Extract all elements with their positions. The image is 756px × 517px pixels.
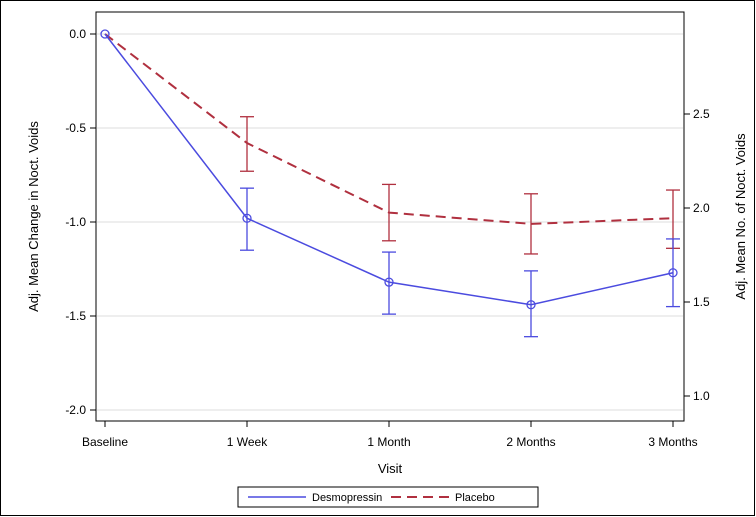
right-axis-tick-label: 1.0 bbox=[693, 389, 710, 403]
data-point bbox=[384, 277, 394, 287]
left-y-axis: 0.0 -0.5 -1.0 -1.5 -2.0 bbox=[65, 27, 96, 417]
right-axis-tick-label: 1.5 bbox=[693, 295, 710, 309]
left-axis-tick-label: -1.5 bbox=[65, 309, 86, 323]
series-desmopressin bbox=[100, 29, 680, 338]
left-axis-tick-label: -2.0 bbox=[65, 403, 86, 417]
legend-label: Desmopressin bbox=[312, 492, 382, 504]
left-axis-tick-label: 0.0 bbox=[69, 27, 86, 41]
x-axis-tick-label: Baseline bbox=[82, 435, 128, 449]
series-layer bbox=[100, 29, 680, 338]
x-axis-tick-label: 3 Months bbox=[648, 435, 697, 449]
series-line bbox=[104, 33, 674, 225]
data-point bbox=[100, 29, 110, 39]
data-point bbox=[526, 300, 536, 310]
x-axis-tick-label: 1 Week bbox=[227, 435, 268, 449]
gridlines bbox=[97, 33, 683, 411]
left-y-axis-title: Adj. Mean Change in Noct. Voids bbox=[26, 121, 41, 312]
x-axis-title: Visit bbox=[378, 461, 403, 476]
legend-label: Placebo bbox=[455, 492, 495, 504]
series-placebo bbox=[104, 33, 680, 255]
right-axis-tick-label: 2.0 bbox=[693, 201, 710, 215]
left-axis-tick-label: -0.5 bbox=[65, 121, 86, 135]
data-point bbox=[668, 268, 678, 278]
legend-box bbox=[237, 486, 539, 508]
right-axis-tick-label: 2.5 bbox=[693, 107, 710, 121]
right-y-axis: 2.5 2.0 1.5 1.0 bbox=[684, 107, 710, 403]
x-axis-tick-label: 2 Months bbox=[506, 435, 555, 449]
legend: Desmopressin Placebo bbox=[237, 486, 539, 508]
right-y-axis-title: Adj. Mean No. of Noct. Voids bbox=[733, 133, 748, 300]
x-axis: Baseline 1 Week 1 Month 2 Months 3 Months bbox=[82, 421, 698, 449]
left-axis-tick-label: -1.0 bbox=[65, 215, 86, 229]
plot-area-border bbox=[95, 11, 685, 422]
series-line bbox=[104, 33, 674, 306]
x-axis-tick-label: 1 Month bbox=[367, 435, 410, 449]
data-point bbox=[242, 213, 252, 223]
